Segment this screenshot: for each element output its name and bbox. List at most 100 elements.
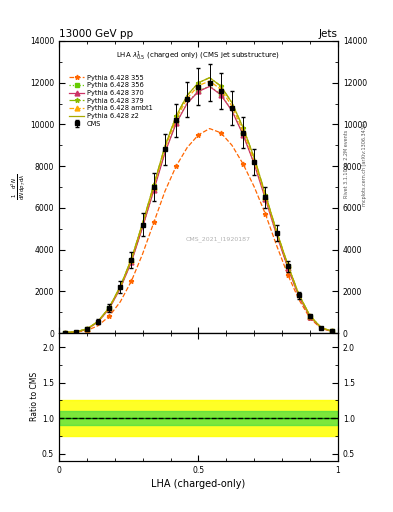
Pythia 6.428 z2 xyxy=(207,75,212,81)
Pythia 6.428 356 xyxy=(274,231,279,238)
Pythia 6.428 355 xyxy=(297,296,301,303)
Pythia 6.428 355 xyxy=(241,161,246,167)
Pythia 6.428 z2 xyxy=(84,326,89,332)
Pythia 6.428 370 xyxy=(129,259,134,265)
Pythia 6.428 ambt1 xyxy=(219,87,223,93)
Pythia 6.428 355 xyxy=(118,298,123,305)
Pythia 6.428 z2 xyxy=(107,305,112,311)
Pythia 6.428 z2 xyxy=(73,329,78,335)
Pythia 6.428 356 xyxy=(185,100,190,106)
Pythia 6.428 355 xyxy=(151,219,156,225)
Pythia 6.428 z2 xyxy=(163,143,167,149)
Pythia 6.428 379 xyxy=(285,262,290,268)
Bar xyxy=(59,400,338,436)
Pythia 6.428 379 xyxy=(151,182,156,188)
Pythia 6.428 356 xyxy=(73,329,78,335)
Pythia 6.428 355 xyxy=(185,144,190,151)
Y-axis label: Ratio to CMS: Ratio to CMS xyxy=(30,372,39,421)
Pythia 6.428 ambt1 xyxy=(263,194,268,200)
Pythia 6.428 ambt1 xyxy=(62,330,67,336)
Pythia 6.428 370 xyxy=(174,120,178,126)
Pythia 6.428 355 xyxy=(230,142,234,148)
Pythia 6.428 370 xyxy=(84,327,89,333)
Pythia 6.428 356 xyxy=(174,120,178,126)
Text: LHA $\lambda^{1}_{0.5}$ (charged only) (CMS jet substructure): LHA $\lambda^{1}_{0.5}$ (charged only) (… xyxy=(116,50,281,63)
Pythia 6.428 370 xyxy=(118,285,123,291)
Pythia 6.428 356 xyxy=(129,258,134,264)
Y-axis label: $\frac{1}{\mathrm{d}N}\frac{\mathrm{d}^2N}{\mathrm{d}p_T\,\mathrm{d}\lambda}$: $\frac{1}{\mathrm{d}N}\frac{\mathrm{d}^2… xyxy=(9,174,27,201)
Pythia 6.428 379 xyxy=(252,155,257,161)
Pythia 6.428 370 xyxy=(185,100,190,106)
Pythia 6.428 355 xyxy=(330,329,335,335)
Pythia 6.428 355 xyxy=(308,315,312,322)
Line: Pythia 6.428 379: Pythia 6.428 379 xyxy=(62,75,335,335)
Pythia 6.428 370 xyxy=(196,89,201,95)
Line: Pythia 6.428 z2: Pythia 6.428 z2 xyxy=(64,78,332,333)
Pythia 6.428 ambt1 xyxy=(230,103,234,109)
Pythia 6.428 379 xyxy=(330,328,335,334)
Bar xyxy=(59,411,338,425)
Pythia 6.428 355 xyxy=(129,278,134,284)
Pythia 6.428 355 xyxy=(73,329,78,335)
Pythia 6.428 z2 xyxy=(219,83,223,89)
Pythia 6.428 370 xyxy=(163,150,167,156)
Pythia 6.428 ambt1 xyxy=(129,257,134,263)
Line: Pythia 6.428 370: Pythia 6.428 370 xyxy=(62,84,335,335)
Pythia 6.428 370 xyxy=(207,83,212,90)
Pythia 6.428 ambt1 xyxy=(207,78,212,84)
Pythia 6.428 370 xyxy=(219,92,223,98)
Pythia 6.428 z2 xyxy=(140,220,145,226)
Pythia 6.428 ambt1 xyxy=(84,326,89,332)
X-axis label: LHA (charged-only): LHA (charged-only) xyxy=(151,479,246,489)
Pythia 6.428 355 xyxy=(84,328,89,334)
Pythia 6.428 379 xyxy=(84,326,89,332)
Pythia 6.428 ambt1 xyxy=(118,284,123,290)
Pythia 6.428 370 xyxy=(252,161,257,167)
Pythia 6.428 z2 xyxy=(308,313,312,319)
Pythia 6.428 356 xyxy=(330,328,335,334)
Pythia 6.428 356 xyxy=(84,326,89,332)
Pythia 6.428 356 xyxy=(308,314,312,320)
Pythia 6.428 z2 xyxy=(297,291,301,297)
Pythia 6.428 379 xyxy=(163,143,167,149)
Pythia 6.428 355 xyxy=(274,242,279,248)
Pythia 6.428 379 xyxy=(107,305,112,311)
Pythia 6.428 379 xyxy=(219,83,223,89)
Pythia 6.428 355 xyxy=(285,271,290,278)
Pythia 6.428 356 xyxy=(95,318,100,325)
Pythia 6.428 370 xyxy=(73,329,78,335)
Pythia 6.428 356 xyxy=(151,186,156,193)
Pythia 6.428 356 xyxy=(196,88,201,94)
Pythia 6.428 ambt1 xyxy=(252,158,257,164)
Pythia 6.428 355 xyxy=(107,313,112,319)
Pythia 6.428 ambt1 xyxy=(107,305,112,311)
Pythia 6.428 370 xyxy=(95,319,100,325)
Pythia 6.428 379 xyxy=(129,255,134,262)
Pythia 6.428 379 xyxy=(319,325,323,331)
Pythia 6.428 z2 xyxy=(274,228,279,234)
Pythia 6.428 ambt1 xyxy=(274,229,279,236)
Pythia 6.428 379 xyxy=(263,191,268,198)
Pythia 6.428 356 xyxy=(319,325,323,331)
Pythia 6.428 355 xyxy=(319,325,323,331)
Text: Rivet 3.1.10, ≥ 2.2M events: Rivet 3.1.10, ≥ 2.2M events xyxy=(344,130,349,198)
Pythia 6.428 355 xyxy=(95,323,100,329)
Pythia 6.428 355 xyxy=(263,211,268,217)
Pythia 6.428 355 xyxy=(62,330,67,336)
Pythia 6.428 370 xyxy=(140,224,145,230)
Pythia 6.428 ambt1 xyxy=(185,95,190,101)
Line: Pythia 6.428 ambt1: Pythia 6.428 ambt1 xyxy=(62,78,335,335)
Pythia 6.428 z2 xyxy=(230,100,234,106)
Pythia 6.428 z2 xyxy=(174,113,178,119)
Pythia 6.428 356 xyxy=(285,264,290,270)
Pythia 6.428 356 xyxy=(207,83,212,89)
Pythia 6.428 z2 xyxy=(196,79,201,86)
Pythia 6.428 355 xyxy=(140,251,145,257)
Pythia 6.428 370 xyxy=(263,196,268,202)
Pythia 6.428 ambt1 xyxy=(140,221,145,227)
Pythia 6.428 355 xyxy=(219,130,223,136)
Pythia 6.428 379 xyxy=(73,329,78,335)
Pythia 6.428 356 xyxy=(118,285,123,291)
Pythia 6.428 z2 xyxy=(151,182,156,188)
Pythia 6.428 379 xyxy=(118,283,123,289)
